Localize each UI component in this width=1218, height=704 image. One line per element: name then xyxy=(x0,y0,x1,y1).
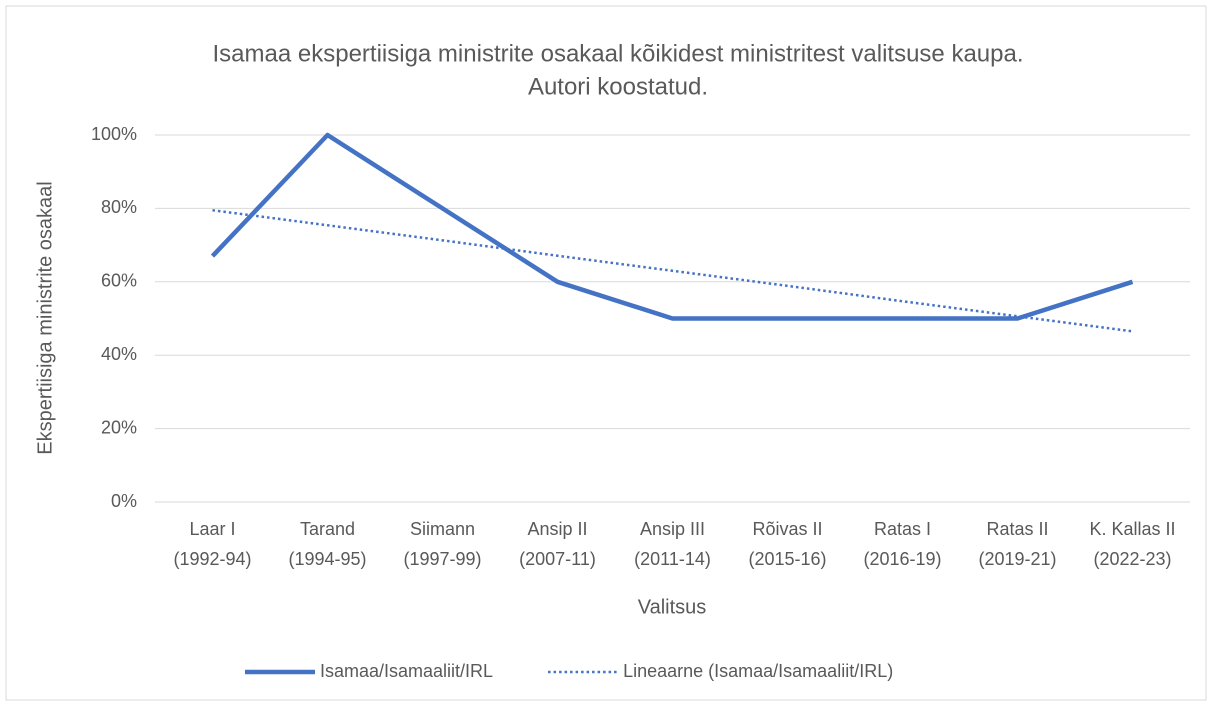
legend-label: Isamaa/Isamaaliit/IRL xyxy=(320,661,493,681)
x-tick-label: (2019-21) xyxy=(978,549,1056,569)
y-tick-label: 100% xyxy=(91,124,137,144)
series-line xyxy=(212,208,1133,333)
y-tick-label: 40% xyxy=(101,344,137,364)
y-axis-label: Ekspertiisiga ministrite osakaal xyxy=(34,181,56,454)
x-tick-label: Ratas I xyxy=(874,519,931,539)
x-axis-label: Valitsus xyxy=(638,596,707,618)
x-tick-label: Ansip II xyxy=(527,519,587,539)
series-line xyxy=(210,132,1134,321)
x-tick-label: Ratas II xyxy=(986,519,1048,539)
x-tick-label: Rõivas II xyxy=(752,519,822,539)
chart-title: Autori koostatud. xyxy=(528,73,708,100)
chart-frame xyxy=(5,5,1207,701)
x-tick-label: (1994-95) xyxy=(288,549,366,569)
y-tick-label: 80% xyxy=(101,197,137,217)
chart-title: Isamaa ekspertiisiga ministrite osakaal … xyxy=(213,40,1024,67)
x-tick-label: Ansip III xyxy=(640,519,705,539)
legend-label: Lineaarne (Isamaa/Isamaaliit/IRL) xyxy=(623,661,893,681)
x-tick-label: Tarand xyxy=(300,519,355,539)
x-tick-label: Siimann xyxy=(410,519,475,539)
y-tick-label: 0% xyxy=(111,491,137,511)
x-tick-label: (2015-16) xyxy=(748,549,826,569)
x-tick-label: (1997-99) xyxy=(403,549,481,569)
x-tick-label: (2016-19) xyxy=(863,549,941,569)
y-tick-label: 60% xyxy=(101,271,137,291)
x-tick-label: (2007-11) xyxy=(519,549,596,569)
y-tick-label: 20% xyxy=(101,417,137,437)
x-tick-label: K. Kallas II xyxy=(1089,519,1175,539)
x-tick-label: (2022-23) xyxy=(1093,549,1171,569)
x-tick-label: Laar I xyxy=(189,519,235,539)
x-tick-label: (2011-14) xyxy=(634,549,711,569)
x-tick-label: (1992-94) xyxy=(173,549,251,569)
